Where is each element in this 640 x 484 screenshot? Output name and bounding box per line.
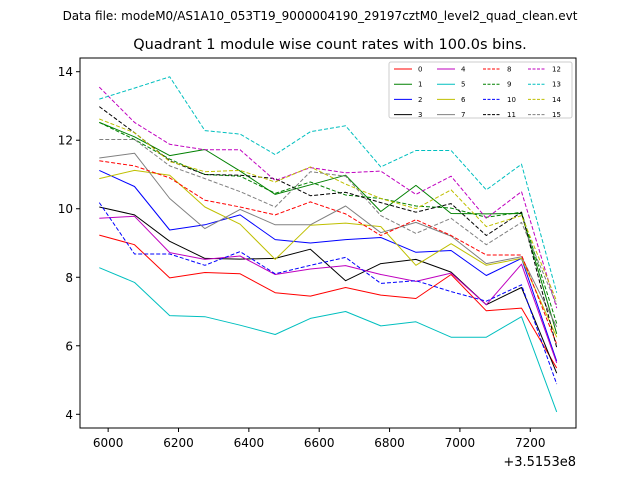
legend-label-11: 11 <box>507 111 516 119</box>
legend-label-14: 14 <box>552 96 561 104</box>
legend-label-3: 3 <box>418 111 422 119</box>
legend-label-1: 1 <box>418 81 422 89</box>
series-line-10 <box>98 202 558 385</box>
series-line-2 <box>99 169 558 362</box>
series-line-0 <box>99 234 558 369</box>
legend-label-6: 6 <box>461 96 466 104</box>
x-tick-label: 6400 <box>234 436 265 450</box>
series-line-14 <box>99 118 558 302</box>
series-line-5 <box>99 267 558 413</box>
series-line-11 <box>99 106 558 348</box>
legend-label-8: 8 <box>507 66 511 74</box>
x-tick-label: 6600 <box>304 436 335 450</box>
y-tick-label: 12 <box>58 134 73 148</box>
series-line-3 <box>99 206 558 374</box>
x-tick-label: 6800 <box>374 436 405 450</box>
file-caption: Data file: modeM0/AS1A10_053T19_90000041… <box>63 9 578 23</box>
legend-label-7: 7 <box>461 111 465 119</box>
legend-box <box>388 61 573 119</box>
x-tick-label: 7000 <box>445 436 476 450</box>
x-tick-label: 7200 <box>515 436 546 450</box>
legend-label-0: 0 <box>418 66 422 74</box>
y-tick-label: 10 <box>58 202 73 216</box>
legend-label-10: 10 <box>507 96 516 104</box>
series-line-4 <box>99 215 558 364</box>
series-line-15 <box>99 139 558 305</box>
series-line-6 <box>99 169 558 338</box>
chart-title: Quadrant 1 module wise count rates with … <box>133 37 527 53</box>
legend-label-13: 13 <box>552 81 561 89</box>
y-tick-label: 14 <box>58 65 73 79</box>
x-offset-label: +3.5153e8 <box>503 455 576 470</box>
x-tick-label: 6000 <box>93 436 124 450</box>
y-tick-label: 8 <box>65 271 73 285</box>
series-line-1 <box>99 121 558 334</box>
legend-label-9: 9 <box>507 81 511 89</box>
legend-label-5: 5 <box>461 81 465 89</box>
series-line-8 <box>99 160 558 345</box>
series-line-13 <box>99 76 558 293</box>
legend-label-15: 15 <box>552 111 561 119</box>
series-line-12 <box>98 86 558 309</box>
legend-label-4: 4 <box>461 66 466 74</box>
legend-label-12: 12 <box>552 66 561 74</box>
y-tick-label: 6 <box>65 339 73 353</box>
series-line-7 <box>99 152 558 328</box>
y-tick-label: 4 <box>65 408 73 422</box>
series-layer <box>98 76 558 413</box>
plot-frame <box>79 57 577 429</box>
series-line-9 <box>99 121 558 324</box>
legend-label-2: 2 <box>418 96 422 104</box>
x-tick-label: 6200 <box>163 436 194 450</box>
